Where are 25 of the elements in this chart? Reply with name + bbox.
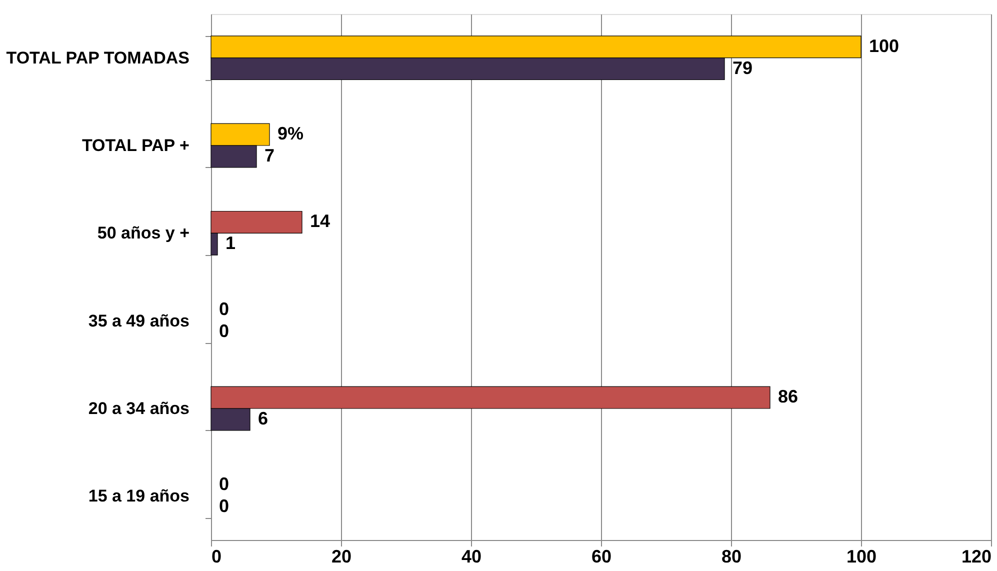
y-tick-label: 15 a 19 años (88, 486, 190, 506)
data-label: 1 (226, 233, 236, 254)
x-tick-label: 40 (461, 546, 482, 566)
y-tick-label: 20 a 34 años (88, 399, 190, 418)
x-tick-label: 80 (721, 546, 742, 566)
x-tick-label: 100 (846, 546, 877, 566)
y-tick-label: TOTAL PAP TOMADAS (6, 48, 190, 68)
x-tick-label: 0 (212, 546, 222, 566)
data-label: 100 (869, 36, 900, 56)
data-label: 0 (219, 474, 230, 494)
data-label: 0 (219, 298, 230, 319)
x-tick-label: 120 (961, 546, 992, 566)
data-label: 0 (219, 320, 230, 341)
data-label: 86 (778, 386, 798, 407)
y-tick-label: 50 años y + (97, 224, 190, 243)
data-label: 0 (219, 496, 230, 516)
data-label: 6 (258, 408, 268, 428)
y-tick-label: 35 a 49 años (88, 311, 190, 330)
data-label: 14 (310, 211, 330, 232)
y-tick-label: TOTAL PAP + (82, 136, 190, 155)
x-tick-label: 60 (591, 546, 612, 566)
data-label: 7 (264, 145, 275, 166)
data-label: 79 (732, 58, 753, 78)
data-label: 9% (278, 124, 304, 144)
x-tick-label: 20 (331, 546, 352, 566)
